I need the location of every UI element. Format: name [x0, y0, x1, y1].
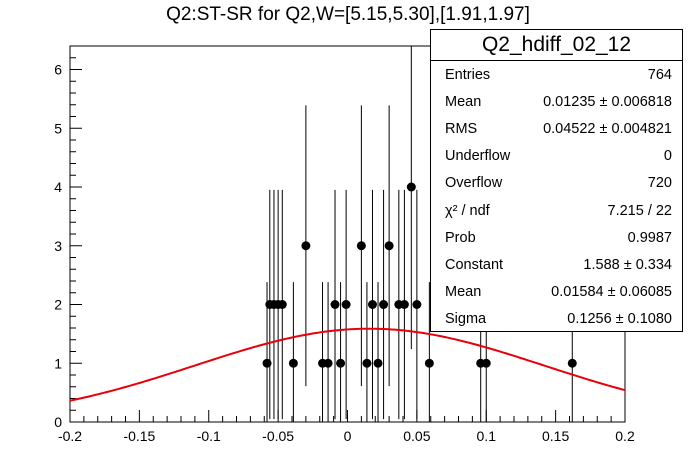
point-marker [567, 358, 577, 368]
data-point [288, 282, 298, 422]
x-tick-label: 0.2 [615, 428, 635, 444]
point-marker [277, 300, 287, 309]
data-point [399, 189, 409, 420]
point-marker [341, 300, 351, 309]
stats-value: 0.9987 [627, 229, 672, 246]
stats-value: 720 [647, 175, 672, 192]
stats-value: 7.215 / 22 [607, 202, 673, 219]
x-tick-label: -0.2 [58, 428, 82, 444]
data-point [406, 46, 416, 350]
point-marker [412, 300, 422, 309]
x-tick-label: 0.1 [477, 428, 497, 444]
data-point [323, 282, 333, 422]
point-marker [481, 358, 491, 368]
data-point [412, 189, 422, 420]
y-tick-label: 0 [54, 414, 62, 430]
data-point [379, 189, 389, 420]
x-tick-label: 0 [344, 428, 352, 444]
data-point [367, 189, 377, 420]
data-point [277, 189, 287, 420]
data-point [341, 189, 351, 420]
stats-rows: Entries 764 Mean 0.01235 ± 0.006818 RMS 0.045… [431, 61, 682, 333]
y-tick-label: 3 [54, 238, 62, 254]
point-marker [384, 241, 394, 251]
y-tick-label: 4 [54, 179, 62, 195]
y-axis: 0 1 2 3 4 5 6 [54, 45, 82, 430]
gaussian-fit-line [69, 327, 626, 402]
stats-row: Overflow 720 [431, 170, 682, 197]
y-tick-label: 5 [54, 120, 62, 136]
data-point [301, 105, 311, 387]
stats-label: Mean [445, 284, 482, 301]
point-marker [373, 358, 383, 368]
x-tick-label: -0.15 [123, 428, 155, 444]
stats-row: Mean 0.01584 ± 0.06085 [431, 279, 682, 306]
data-point [336, 282, 346, 422]
stats-label: Overflow [445, 175, 503, 192]
stats-value: 0.01584 ± 0.06085 [551, 284, 672, 301]
data-point [362, 282, 372, 422]
stats-row: Underflow 0 [431, 143, 682, 170]
data-point [373, 282, 383, 422]
point-marker [406, 182, 416, 192]
stats-value: 1.588 ± 0.334 [583, 256, 672, 273]
data-point [318, 282, 328, 422]
x-tick-label: -0.05 [262, 428, 294, 444]
point-marker [424, 358, 434, 368]
stats-value: 0 [663, 148, 672, 165]
x-tick-label: 0.15 [542, 428, 569, 444]
point-marker [399, 300, 409, 309]
stats-row: Prob 0.9987 [431, 224, 682, 251]
point-marker [379, 300, 389, 309]
data-point [384, 105, 394, 387]
y-tick-label: 1 [54, 355, 62, 371]
stats-row: Constant 1.588 ± 0.334 [431, 251, 682, 278]
data-points [262, 46, 577, 422]
stats-row: Entries 764 [431, 61, 682, 88]
stats-row: RMS 0.04522 ± 0.004821 [431, 115, 682, 142]
stats-label: Sigma [445, 311, 487, 328]
stats-value: 764 [647, 66, 672, 83]
stats-value: 0.04522 ± 0.004821 [543, 120, 672, 137]
stats-row: Mean 0.01235 ± 0.006818 [431, 88, 682, 115]
data-point [330, 189, 340, 420]
point-marker [336, 358, 346, 368]
y-tick-label: 2 [54, 297, 62, 313]
stats-label: Entries [445, 66, 491, 83]
point-marker [330, 300, 340, 309]
stats-row: χ² / ndf 7.215 / 22 [431, 197, 682, 224]
x-tick-label: 0.05 [403, 428, 430, 444]
stats-label: RMS [445, 120, 478, 137]
point-marker [323, 358, 333, 368]
stats-value: 0.01235 ± 0.006818 [543, 93, 672, 110]
stats-title: Q2_hdiff_02_12 [431, 30, 682, 61]
stats-label: χ² / ndf [445, 202, 490, 219]
stats-label: Mean [445, 93, 482, 110]
stats-label: Constant [445, 256, 504, 273]
stats-box: Q2_hdiff_02_12 Entries 764 Mean 0.01235 ± 0… [430, 29, 683, 332]
x-tick-label: -0.1 [197, 428, 221, 444]
data-point [424, 282, 434, 422]
stats-label: Underflow [445, 148, 511, 165]
x-axis: -0.2 -0.15 -0.1 -0.05 0 0.05 0.1 0.15 0.2 [58, 410, 635, 444]
y-tick-label: 6 [54, 62, 62, 78]
point-marker [356, 241, 366, 251]
point-marker [262, 358, 272, 368]
point-marker [288, 358, 298, 368]
stats-label: Prob [445, 229, 476, 246]
chart-title: Q2:ST-SR for Q2,W=[5.15,5.30],[1.91,1.97… [166, 4, 530, 25]
point-marker [362, 358, 372, 368]
point-marker [301, 241, 311, 251]
stats-row: Sigma 0.1256 ± 0.1080 [431, 306, 682, 333]
data-point [356, 105, 366, 387]
point-marker [367, 300, 377, 309]
stats-value: 0.1256 ± 0.1080 [567, 311, 672, 328]
